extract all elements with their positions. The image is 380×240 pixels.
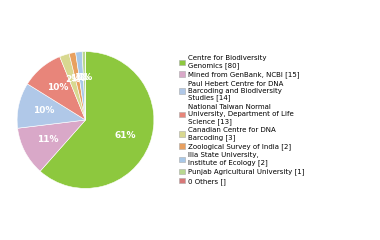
Text: 10%: 10% [48, 83, 69, 92]
Wedge shape [27, 57, 86, 120]
Wedge shape [69, 52, 86, 120]
Wedge shape [60, 54, 86, 120]
Text: 11%: 11% [37, 135, 59, 144]
Text: 10%: 10% [33, 106, 55, 115]
Text: 2%: 2% [65, 75, 80, 84]
Wedge shape [40, 52, 154, 188]
Text: 1%: 1% [74, 73, 89, 82]
Wedge shape [17, 84, 85, 128]
Wedge shape [82, 52, 86, 120]
Text: 1%: 1% [70, 74, 85, 83]
Legend: Centre for Biodiversity
Genomics [80], Mined from GenBank, NCBI [15], Paul Heber: Centre for Biodiversity Genomics [80], M… [178, 54, 306, 186]
Wedge shape [76, 52, 86, 120]
Text: 1%: 1% [77, 73, 92, 82]
Wedge shape [17, 120, 86, 171]
Text: 61%: 61% [114, 131, 136, 139]
